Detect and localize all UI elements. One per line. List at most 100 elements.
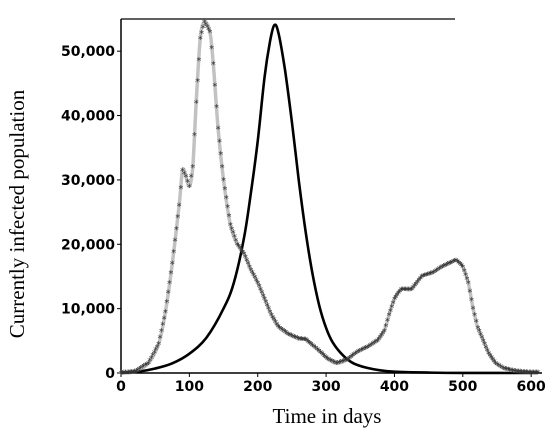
y-tick-label: 30,000 — [61, 173, 115, 189]
star-marker: * — [385, 316, 390, 327]
star-marker: * — [388, 307, 393, 318]
star-marker: * — [455, 258, 460, 269]
star-marker: * — [402, 285, 407, 296]
star-marker: * — [262, 295, 267, 306]
star-marker: * — [379, 331, 384, 342]
star-marker: * — [250, 269, 255, 280]
star-marker: * — [224, 194, 229, 205]
star-marker: * — [233, 236, 238, 247]
star-marker: * — [434, 266, 439, 277]
y-tick-label: 0 — [105, 366, 115, 382]
star-marker: * — [427, 270, 432, 281]
star-marker: * — [403, 285, 408, 296]
star-marker: * — [164, 298, 169, 309]
x-tick-label: 400 — [380, 379, 409, 395]
star-marker: * — [501, 364, 506, 375]
star-marker: * — [332, 359, 337, 370]
star-marker: * — [276, 323, 281, 334]
star-marker: * — [147, 357, 152, 368]
star-marker: * — [389, 303, 394, 314]
star-marker: * — [351, 351, 356, 362]
star-marker: * — [344, 356, 349, 367]
star-marker: * — [531, 369, 536, 380]
star-marker: * — [435, 266, 440, 277]
star-marker: * — [258, 285, 263, 296]
star-marker: * — [496, 361, 501, 372]
star-marker: * — [163, 308, 168, 319]
star-marker: * — [304, 337, 309, 348]
star-marker: * — [269, 311, 274, 322]
star-marker: * — [489, 354, 494, 365]
star-marker: * — [484, 343, 489, 354]
star-marker: * — [421, 272, 426, 283]
star-marker: * — [500, 363, 505, 374]
star-marker: * — [397, 287, 402, 298]
star-marker: * — [285, 329, 290, 340]
star-marker: * — [527, 368, 532, 379]
star-marker: * — [149, 354, 154, 365]
star-marker: * — [416, 276, 421, 287]
star-marker: * — [467, 287, 472, 298]
star-marker: * — [222, 185, 227, 196]
star-marker: * — [263, 298, 268, 309]
star-marker: * — [243, 253, 248, 264]
star-marker: * — [178, 184, 183, 195]
star-marker: * — [157, 334, 162, 345]
star-marker: * — [300, 335, 305, 346]
star-marker: * — [343, 357, 348, 368]
star-marker: * — [530, 368, 535, 379]
star-marker: * — [289, 332, 294, 343]
star-marker: * — [237, 244, 242, 255]
star-marker: * — [173, 236, 178, 247]
star-marker: * — [348, 353, 353, 364]
star-marker: * — [338, 358, 343, 369]
star-marker: * — [464, 275, 469, 286]
star-marker: * — [265, 301, 270, 312]
star-marker: * — [286, 330, 291, 341]
star-marker: * — [231, 229, 236, 240]
star-marker: * — [386, 311, 391, 322]
star-marker: * — [282, 327, 287, 338]
star-marker: * — [270, 313, 275, 324]
star-marker: * — [372, 339, 377, 350]
star-marker: * — [341, 357, 346, 368]
star-marker: * — [472, 311, 477, 322]
star-marker: * — [493, 359, 498, 370]
star-marker: * — [513, 367, 518, 378]
star-marker: * — [337, 358, 342, 369]
star-marker: * — [445, 260, 450, 271]
star-marker: * — [135, 366, 140, 377]
star-marker: * — [232, 233, 237, 244]
star-marker: * — [425, 271, 430, 282]
star-marker: * — [360, 345, 365, 356]
star-marker: * — [419, 272, 424, 283]
star-marker: * — [207, 28, 212, 39]
star-marker: * — [292, 333, 297, 344]
star-marker: * — [307, 339, 312, 350]
y-tick-label: 10,000 — [61, 302, 115, 318]
star-marker: * — [150, 351, 155, 362]
star-marker: * — [299, 335, 304, 346]
star-marker: * — [140, 363, 145, 374]
star-marker: * — [449, 258, 454, 269]
star-marker: * — [310, 341, 315, 352]
star-marker: * — [354, 348, 359, 359]
star-marker: * — [175, 213, 180, 224]
star-marker: * — [244, 256, 249, 267]
star-marker: * — [503, 365, 508, 376]
star-marker: * — [251, 271, 256, 282]
star-marker: * — [462, 267, 467, 278]
star-marker: * — [166, 289, 171, 300]
star-marker: * — [443, 262, 448, 273]
star-marker: * — [452, 257, 457, 268]
star-marker: * — [448, 259, 453, 270]
star-marker: * — [350, 352, 355, 363]
star-marker: * — [380, 329, 385, 340]
star-marker: * — [422, 272, 427, 283]
star-marker: * — [287, 331, 292, 342]
star-marker: * — [466, 279, 471, 290]
star-marker: * — [156, 340, 161, 351]
star-marker: * — [534, 369, 539, 380]
star-marker: * — [126, 368, 131, 379]
